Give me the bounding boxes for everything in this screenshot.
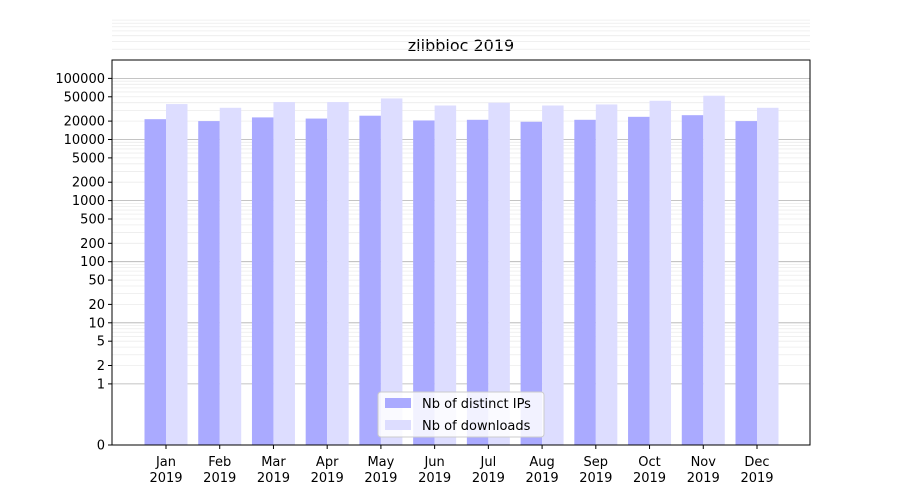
bar [166, 104, 188, 445]
x-tick-label: May 2019 [364, 455, 397, 486]
x-tick-label: Aug 2019 [526, 455, 559, 486]
bar [681, 115, 704, 445]
y-tick-label: 1 [97, 377, 105, 392]
bar [144, 119, 166, 445]
legend-label: Nb of downloads [422, 419, 531, 434]
legend-label: Nb of distinct IPs [422, 397, 531, 412]
series-downloads [166, 95, 779, 445]
bar [574, 119, 596, 446]
y-tick-label: 5000 [72, 151, 105, 166]
bar [305, 118, 328, 445]
bar [488, 102, 510, 445]
y-tick-label: 10 [88, 316, 105, 331]
bar [595, 104, 618, 445]
x-tick-label: Jul 2019 [472, 455, 505, 486]
y-tick-label: 20 [88, 298, 105, 313]
bars [144, 95, 779, 446]
y-tick-label: 0 [97, 439, 105, 454]
series-distinct-ips [144, 115, 757, 446]
y-tick-label: 2000 [72, 176, 105, 191]
bar [198, 121, 220, 445]
x-axis: Jan 2019 Feb 2019 Mar 2019 Apr 2019 May 2019 Jun 20… [149, 445, 774, 486]
x-tick-label: Jun 2019 [418, 455, 451, 486]
bar [735, 121, 757, 445]
y-tick-label: 1000 [72, 194, 105, 209]
bar [273, 102, 295, 445]
bar [413, 120, 435, 445]
x-tick-label: Mar 2019 [257, 455, 290, 486]
y-tick-label: 200 [80, 237, 105, 252]
y-tick-label: 500 [80, 212, 105, 227]
y-tick-label: 10000 [64, 133, 105, 148]
bar [466, 119, 489, 446]
y-axis: 0 1 2 5 10 20 50 100 200 500 1000 2000 5000 10000 2000… [55, 72, 112, 454]
y-tick-label: 2 [97, 359, 105, 374]
y-tick-label: 5 [97, 335, 105, 350]
bar [628, 116, 650, 446]
bar [649, 100, 672, 445]
x-tick-label: Apr 2019 [311, 455, 344, 486]
x-tick-label: Jan 2019 [149, 455, 182, 486]
chart-title: zlibbioc 2019 [408, 36, 514, 55]
plot-frame [111, 59, 811, 446]
x-tick-label: Oct 2019 [633, 455, 666, 486]
legend-box [377, 391, 545, 438]
bar [757, 107, 779, 445]
bar [219, 107, 242, 445]
y-tick-label: 100000 [55, 72, 105, 87]
y-tick-label: 100 [80, 255, 105, 270]
bar [434, 105, 457, 445]
x-tick-label: Nov 2019 [687, 455, 720, 486]
bar [359, 115, 381, 445]
legend-swatch [385, 398, 411, 408]
legend-swatch [385, 420, 411, 430]
bar [520, 121, 543, 445]
y-tick-label: 50000 [64, 90, 105, 105]
legend: Nb of distinct IPs Nb of downloads [377, 391, 545, 438]
bar [327, 102, 349, 445]
bar [703, 95, 725, 445]
bar [251, 117, 274, 445]
bar [542, 105, 564, 445]
x-tick-label: Feb 2019 [203, 455, 236, 486]
x-tick-label: Dec 2019 [740, 455, 773, 486]
y-tick-label: 20000 [64, 115, 105, 130]
y-tick-label: 50 [88, 274, 105, 289]
bar [380, 98, 403, 445]
x-tick-label: Sep 2019 [579, 455, 612, 486]
